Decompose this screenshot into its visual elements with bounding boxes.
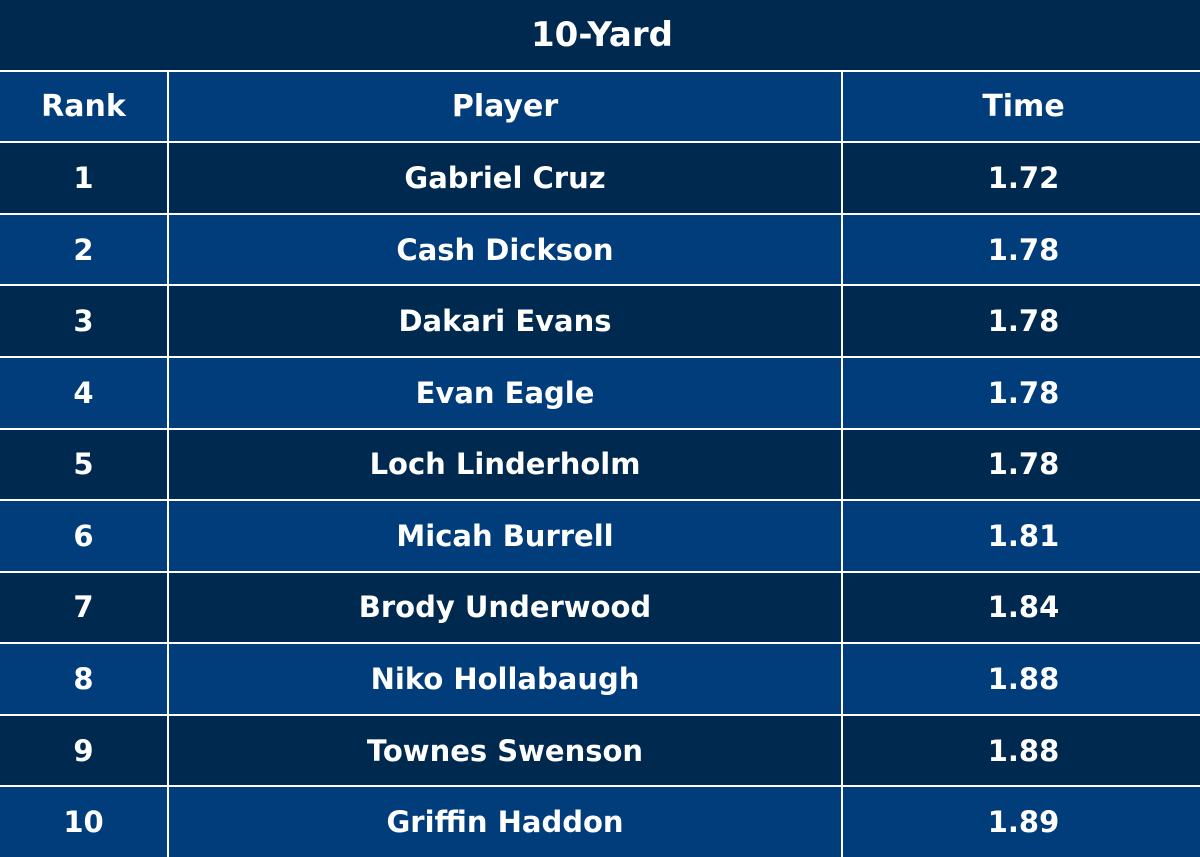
rank-cell: 7 <box>0 572 167 643</box>
rank-cell: 3 <box>0 286 167 356</box>
player-cell: Micah Burrell <box>169 501 841 571</box>
player-cell: Griffin Haddon <box>169 787 841 857</box>
rank-cell: 4 <box>0 357 167 428</box>
time-cell: 1.78 <box>843 214 1200 285</box>
time-cell: 1.81 <box>843 501 1200 571</box>
player-cell: Loch Linderholm <box>169 429 841 500</box>
time-cell: 1.72 <box>843 143 1200 213</box>
header-cell: Player <box>169 71 841 142</box>
rank-cell: 1 <box>0 143 167 213</box>
player-cell: Gabriel Cruz <box>169 143 841 213</box>
player-cell: Brody Underwood <box>169 572 841 643</box>
rank-cell: 6 <box>0 501 167 571</box>
rank-cell: 9 <box>0 715 167 786</box>
header-cell: Time <box>843 71 1200 142</box>
player-cell: Niko Hollabaugh <box>169 644 841 714</box>
time-cell: 1.78 <box>843 357 1200 428</box>
rank-cell: 8 <box>0 644 167 714</box>
table-title: 10-Yard <box>0 0 1200 70</box>
player-cell: Evan Eagle <box>169 357 841 428</box>
time-cell: 1.84 <box>843 572 1200 643</box>
time-cell: 1.88 <box>843 644 1200 714</box>
header-cell: Rank <box>0 71 167 142</box>
time-cell: 1.88 <box>843 715 1200 786</box>
rank-cell: 2 <box>0 214 167 285</box>
time-cell: 1.78 <box>843 429 1200 500</box>
player-cell: Townes Swenson <box>169 715 841 786</box>
player-cell: Cash Dickson <box>169 214 841 285</box>
player-cell: Dakari Evans <box>169 286 841 356</box>
time-cell: 1.78 <box>843 286 1200 356</box>
rank-cell: 10 <box>0 787 167 857</box>
rank-cell: 5 <box>0 429 167 500</box>
time-cell: 1.89 <box>843 787 1200 857</box>
